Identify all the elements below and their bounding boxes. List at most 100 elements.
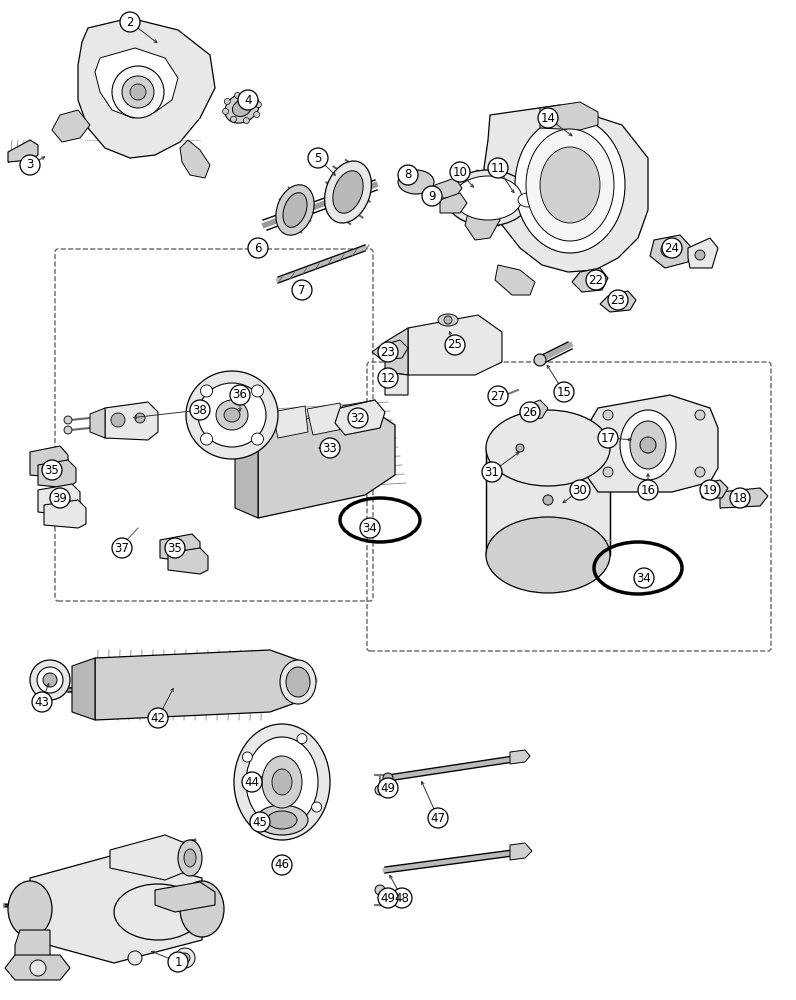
- Circle shape: [638, 480, 658, 500]
- Circle shape: [598, 428, 618, 448]
- Circle shape: [112, 538, 132, 558]
- Polygon shape: [180, 140, 210, 178]
- Ellipse shape: [43, 673, 57, 687]
- Circle shape: [378, 368, 398, 388]
- Circle shape: [707, 485, 717, 495]
- Circle shape: [274, 860, 286, 872]
- Polygon shape: [510, 750, 530, 764]
- Ellipse shape: [398, 170, 434, 194]
- Circle shape: [111, 413, 125, 427]
- Text: 49: 49: [380, 782, 396, 794]
- Circle shape: [148, 708, 168, 728]
- Ellipse shape: [256, 805, 308, 835]
- Circle shape: [292, 280, 312, 300]
- Ellipse shape: [515, 117, 625, 253]
- Circle shape: [235, 92, 240, 98]
- Ellipse shape: [198, 383, 266, 447]
- Ellipse shape: [234, 724, 330, 840]
- Text: 45: 45: [252, 816, 267, 828]
- Circle shape: [320, 438, 340, 458]
- Polygon shape: [95, 650, 298, 720]
- Polygon shape: [572, 268, 608, 292]
- Polygon shape: [440, 193, 467, 213]
- Circle shape: [120, 12, 140, 32]
- Text: 42: 42: [150, 712, 166, 724]
- Circle shape: [520, 402, 540, 422]
- Text: 35: 35: [45, 464, 60, 477]
- Text: 12: 12: [380, 371, 396, 384]
- Ellipse shape: [276, 185, 314, 235]
- Polygon shape: [168, 548, 208, 574]
- Circle shape: [201, 433, 213, 445]
- Polygon shape: [105, 402, 158, 440]
- Ellipse shape: [246, 737, 318, 827]
- Circle shape: [248, 94, 253, 100]
- Circle shape: [700, 480, 720, 500]
- Circle shape: [64, 416, 72, 424]
- Ellipse shape: [630, 421, 666, 469]
- Ellipse shape: [267, 811, 297, 829]
- Ellipse shape: [232, 99, 252, 117]
- Circle shape: [277, 863, 283, 869]
- Polygon shape: [372, 340, 408, 360]
- Circle shape: [312, 802, 322, 812]
- Text: 39: 39: [53, 491, 68, 504]
- Polygon shape: [720, 488, 768, 508]
- Text: 44: 44: [244, 776, 259, 788]
- Polygon shape: [8, 140, 38, 162]
- Circle shape: [493, 393, 503, 403]
- Ellipse shape: [454, 176, 522, 220]
- Text: 34: 34: [637, 572, 651, 584]
- Polygon shape: [435, 178, 462, 198]
- Text: 19: 19: [703, 484, 717, 496]
- Polygon shape: [342, 400, 378, 432]
- Text: 5: 5: [314, 151, 322, 164]
- Circle shape: [257, 820, 267, 830]
- Polygon shape: [52, 110, 90, 142]
- Circle shape: [223, 108, 228, 114]
- Ellipse shape: [30, 660, 70, 700]
- Text: 9: 9: [428, 190, 435, 202]
- Ellipse shape: [620, 410, 676, 480]
- Text: 23: 23: [380, 346, 396, 359]
- Text: 43: 43: [34, 696, 49, 708]
- Ellipse shape: [283, 193, 307, 227]
- Polygon shape: [95, 48, 178, 118]
- Text: 11: 11: [490, 161, 505, 174]
- Circle shape: [254, 111, 259, 117]
- Ellipse shape: [180, 881, 224, 937]
- Circle shape: [695, 410, 705, 420]
- Polygon shape: [258, 405, 395, 518]
- Polygon shape: [110, 835, 190, 880]
- Ellipse shape: [186, 371, 278, 459]
- Circle shape: [570, 480, 590, 500]
- Circle shape: [378, 342, 398, 362]
- Circle shape: [392, 888, 412, 908]
- Circle shape: [422, 186, 442, 206]
- Text: 37: 37: [115, 542, 130, 554]
- Polygon shape: [5, 955, 70, 980]
- Text: 18: 18: [732, 491, 747, 504]
- Circle shape: [375, 885, 385, 895]
- Polygon shape: [30, 446, 68, 478]
- Circle shape: [378, 778, 398, 798]
- Circle shape: [450, 162, 470, 182]
- Text: 26: 26: [522, 406, 537, 418]
- Circle shape: [231, 116, 236, 122]
- Circle shape: [587, 275, 597, 285]
- Polygon shape: [155, 882, 215, 912]
- Polygon shape: [520, 400, 548, 420]
- Polygon shape: [385, 328, 408, 375]
- Polygon shape: [15, 930, 50, 970]
- Ellipse shape: [225, 93, 259, 123]
- Circle shape: [634, 568, 654, 588]
- Text: 47: 47: [431, 812, 446, 824]
- Text: 34: 34: [362, 522, 377, 534]
- Polygon shape: [44, 500, 86, 528]
- Circle shape: [238, 90, 258, 110]
- Circle shape: [272, 855, 292, 875]
- Ellipse shape: [216, 400, 248, 430]
- Ellipse shape: [37, 667, 63, 693]
- Ellipse shape: [224, 408, 240, 422]
- Text: 24: 24: [665, 241, 680, 254]
